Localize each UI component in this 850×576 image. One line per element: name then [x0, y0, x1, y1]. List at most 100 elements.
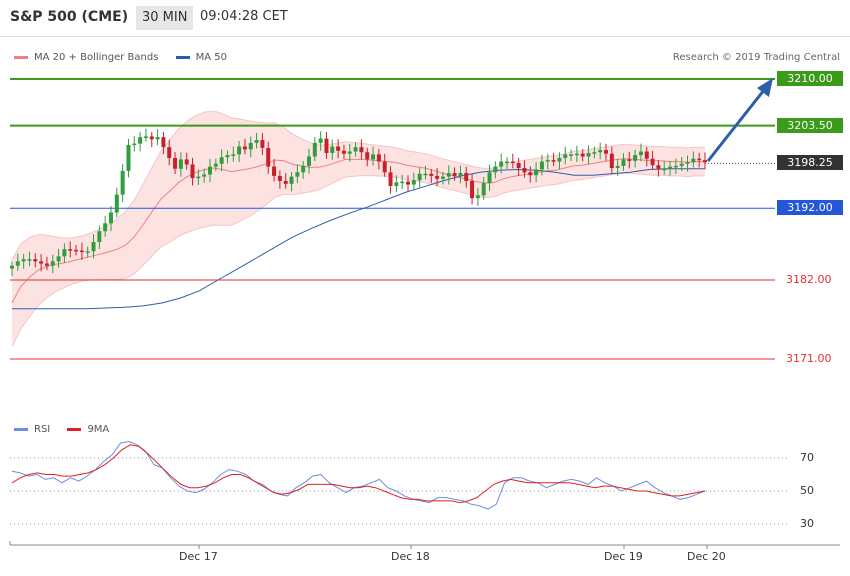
- candle-body: [458, 173, 463, 176]
- level-label-0: 3210.00: [777, 71, 843, 86]
- candle-body: [202, 174, 207, 177]
- candle-body: [190, 164, 195, 179]
- candle-body: [685, 162, 690, 164]
- x-label: Dec 19: [604, 550, 643, 563]
- candle-body: [237, 146, 242, 155]
- candle-body: [56, 256, 61, 262]
- candle-body: [44, 263, 49, 266]
- x-label: Dec 18: [391, 550, 430, 563]
- rsi-ma-swatch: [67, 428, 82, 431]
- candle-body: [277, 175, 282, 181]
- level-label-5: 3171.00: [786, 352, 832, 365]
- candle-body: [452, 173, 457, 176]
- candle-body: [522, 168, 527, 173]
- candle-body: [505, 161, 509, 164]
- candle-body: [703, 160, 707, 163]
- x-label: Dec 17: [179, 550, 218, 563]
- bb-swatch: [14, 56, 28, 59]
- candle-body: [662, 168, 667, 171]
- candle-body: [301, 165, 306, 173]
- candle-body: [109, 212, 113, 224]
- candle-body: [493, 166, 498, 173]
- candle-body: [615, 165, 620, 169]
- candle-body: [656, 165, 661, 169]
- candle-body: [633, 155, 638, 161]
- candle-body: [85, 251, 90, 253]
- candle-body: [213, 163, 218, 167]
- bollinger-band: [12, 111, 705, 347]
- bollinger-lower: [11, 172, 705, 347]
- candle-body: [266, 147, 271, 167]
- candle-body: [341, 150, 346, 154]
- legend-rsi: RSI: [34, 424, 51, 435]
- candle-body: [376, 154, 381, 162]
- rsi-ma-line: [11, 444, 706, 504]
- level-label-3: 3192.00: [777, 200, 843, 216]
- candle-body: [668, 166, 673, 169]
- candle-body: [627, 159, 632, 161]
- candle-body: [446, 173, 451, 177]
- candle-body: [528, 172, 533, 176]
- rsi-tick-50: 50: [800, 484, 814, 497]
- candle-body: [50, 261, 55, 266]
- candle-body: [272, 166, 277, 176]
- candle-body: [435, 175, 440, 179]
- candle-body: [155, 137, 160, 140]
- legend-ma50: MA 50: [195, 52, 227, 63]
- candle-body: [371, 154, 376, 160]
- candle-body: [149, 136, 154, 140]
- header-divider: [0, 36, 850, 37]
- candle-body: [400, 181, 405, 184]
- candle-body: [132, 143, 137, 146]
- candle-body: [382, 161, 387, 173]
- candle-body: [598, 150, 603, 153]
- candle-body: [510, 161, 515, 164]
- candle-body: [336, 146, 341, 151]
- candle-body: [347, 151, 352, 154]
- x-label: Dec 20: [687, 550, 726, 563]
- candle-body: [388, 172, 393, 186]
- candle-body: [539, 161, 544, 170]
- candle-body: [68, 249, 73, 251]
- candle-body: [499, 161, 504, 167]
- candle-body: [592, 152, 597, 154]
- candle-body: [312, 142, 317, 157]
- candle-body: [318, 138, 323, 143]
- timeframe-badge[interactable]: 30 MIN: [136, 6, 194, 30]
- candle-body: [586, 152, 591, 157]
- candle-body: [534, 169, 539, 176]
- candle-body: [27, 259, 32, 261]
- candle-body: [10, 265, 14, 269]
- candle-body: [161, 137, 166, 148]
- candle-body: [21, 259, 26, 262]
- current-price-tag: 3198.25: [777, 155, 843, 171]
- candle-body: [406, 181, 410, 185]
- projection-arrow: [706, 89, 766, 162]
- projection-arrowhead: [757, 78, 773, 97]
- candle-body: [557, 157, 562, 162]
- candle-body: [464, 173, 469, 181]
- candle-body: [225, 155, 230, 158]
- candle-body: [138, 137, 143, 144]
- candle-body: [644, 151, 649, 159]
- candle-body: [324, 138, 329, 153]
- candle-body: [143, 136, 148, 138]
- candle-body: [650, 158, 655, 166]
- candle-body: [289, 176, 294, 184]
- candle-body: [173, 157, 178, 169]
- candle-body: [440, 176, 445, 179]
- rsi-legend: RSI 9MA: [14, 424, 109, 436]
- candle-body: [638, 151, 643, 156]
- instrument-title: S&P 500 (CME): [10, 9, 129, 25]
- candle-body: [254, 140, 259, 143]
- ma20-line: [11, 158, 705, 304]
- candle-body: [411, 180, 416, 185]
- candle-body: [604, 150, 608, 154]
- candle-body: [248, 142, 253, 150]
- candle-body: [423, 173, 428, 176]
- legend-rsi-ma: 9MA: [87, 424, 110, 435]
- bollinger-upper: [11, 110, 705, 260]
- candle-body: [697, 158, 702, 161]
- candle-body: [91, 241, 96, 252]
